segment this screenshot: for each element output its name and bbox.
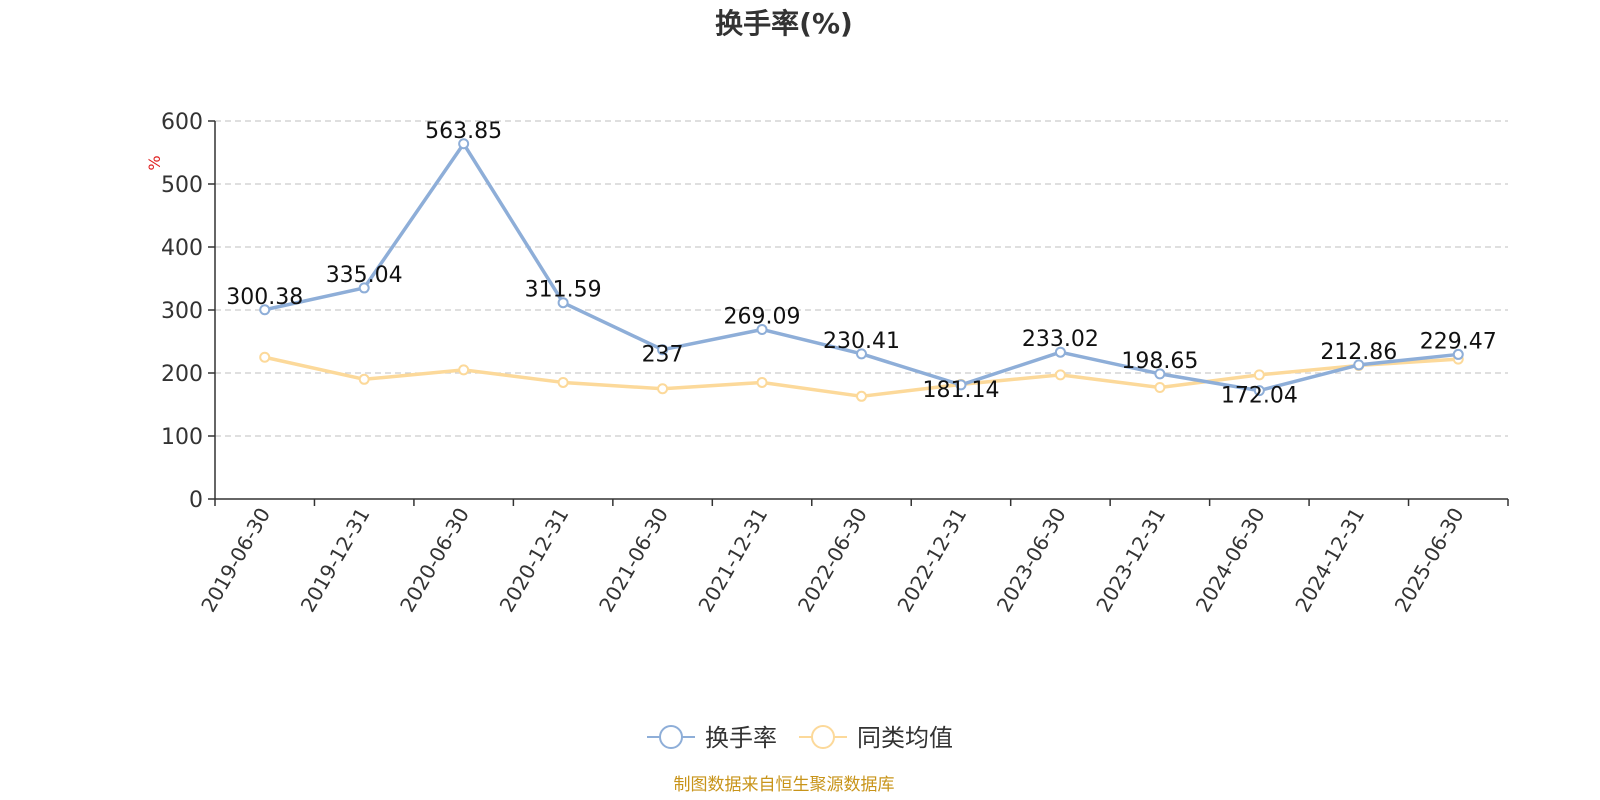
x-tick-label: 2023-12-31 [1091,504,1170,617]
data-label: 269.09 [724,304,801,329]
data-point[interactable] [1353,359,1365,371]
data-point[interactable] [756,376,768,388]
data-point[interactable] [955,379,967,391]
y-axis-label: % [145,155,164,170]
y-tick-label: 200 [161,362,203,387]
data-point[interactable] [856,348,867,360]
gridlines [215,120,1508,437]
data-labels: 300.38 335.04 563.85 311.59 237 269.09 230.41 1… [226,119,1497,409]
data-label: 237 [642,343,684,368]
data-label: 172.04 [1221,384,1298,409]
data-point[interactable] [1154,381,1166,393]
legend-marker [811,725,835,749]
legend-item[interactable]: 同类均值 [799,724,953,752]
legend-label: 换手率 [705,724,777,752]
data-label: 563.85 [425,119,502,144]
data-point[interactable] [856,390,867,402]
data-point[interactable] [259,351,271,363]
y-tick-label: 500 [161,173,203,198]
data-label: 230.41 [823,329,900,354]
legend-marker [659,725,683,749]
data-label: 212.86 [1320,340,1397,365]
legend[interactable]: 换手率 同类均值 [647,724,953,752]
x-tick-label: 2019-06-30 [196,504,275,617]
x-tick-label: 2021-06-30 [594,504,673,617]
data-label: 229.47 [1420,329,1497,354]
legend-label: 同类均值 [857,724,953,752]
data-point[interactable] [756,323,768,335]
x-tick-label: 2023-06-30 [992,504,1071,617]
legend-item[interactable]: 换手率 [647,724,777,752]
x-tick-label: 2021-12-31 [693,504,772,617]
data-label: 311.59 [525,278,602,303]
data-point[interactable] [358,373,370,385]
chart-title: 换手率(%) [715,7,853,40]
source-note: 制图数据来自恒生聚源数据库 [674,775,895,795]
x-tick-label: 2022-12-31 [892,504,971,617]
x-tick-label: 2024-12-31 [1290,504,1369,617]
data-point[interactable] [1154,368,1166,380]
data-label: 335.04 [326,263,403,288]
data-point[interactable] [1253,385,1265,397]
y-tick-label: 600 [161,110,203,135]
data-point[interactable] [358,282,370,294]
data-label: 233.02 [1022,327,1099,352]
data-point[interactable] [458,364,470,376]
y-tick-label: 100 [161,425,203,450]
y-tick-label: 400 [161,236,203,261]
x-tick-label: 2025-06-30 [1390,504,1469,617]
x-tick-label: 2024-06-30 [1191,504,1270,617]
data-point[interactable] [1452,348,1464,360]
data-point[interactable] [557,376,569,388]
data-label: 198.65 [1121,349,1198,374]
data-point[interactable] [1054,346,1066,358]
x-tick-label: 2020-06-30 [395,504,474,617]
data-point[interactable] [1054,369,1066,381]
x-tick-label: 2019-12-31 [296,504,375,617]
data-point[interactable] [557,297,569,309]
y-tick-label: 0 [189,488,203,513]
data-point[interactable] [1253,369,1265,381]
data-label: 181.14 [922,378,999,403]
x-tick-label: 2022-06-30 [793,504,872,617]
x-tick-label: 2020-12-31 [495,504,574,617]
data-point[interactable] [657,344,669,356]
data-label: 300.38 [226,285,303,310]
axes: 0 100 200 300 400 500 600 2019-06-30 2019-12-31 2… [161,110,1509,617]
data-point[interactable] [657,383,669,395]
series-lines [259,138,1464,402]
y-tick-label: 300 [161,299,203,324]
data-point[interactable] [259,304,271,316]
data-point[interactable] [458,138,470,150]
